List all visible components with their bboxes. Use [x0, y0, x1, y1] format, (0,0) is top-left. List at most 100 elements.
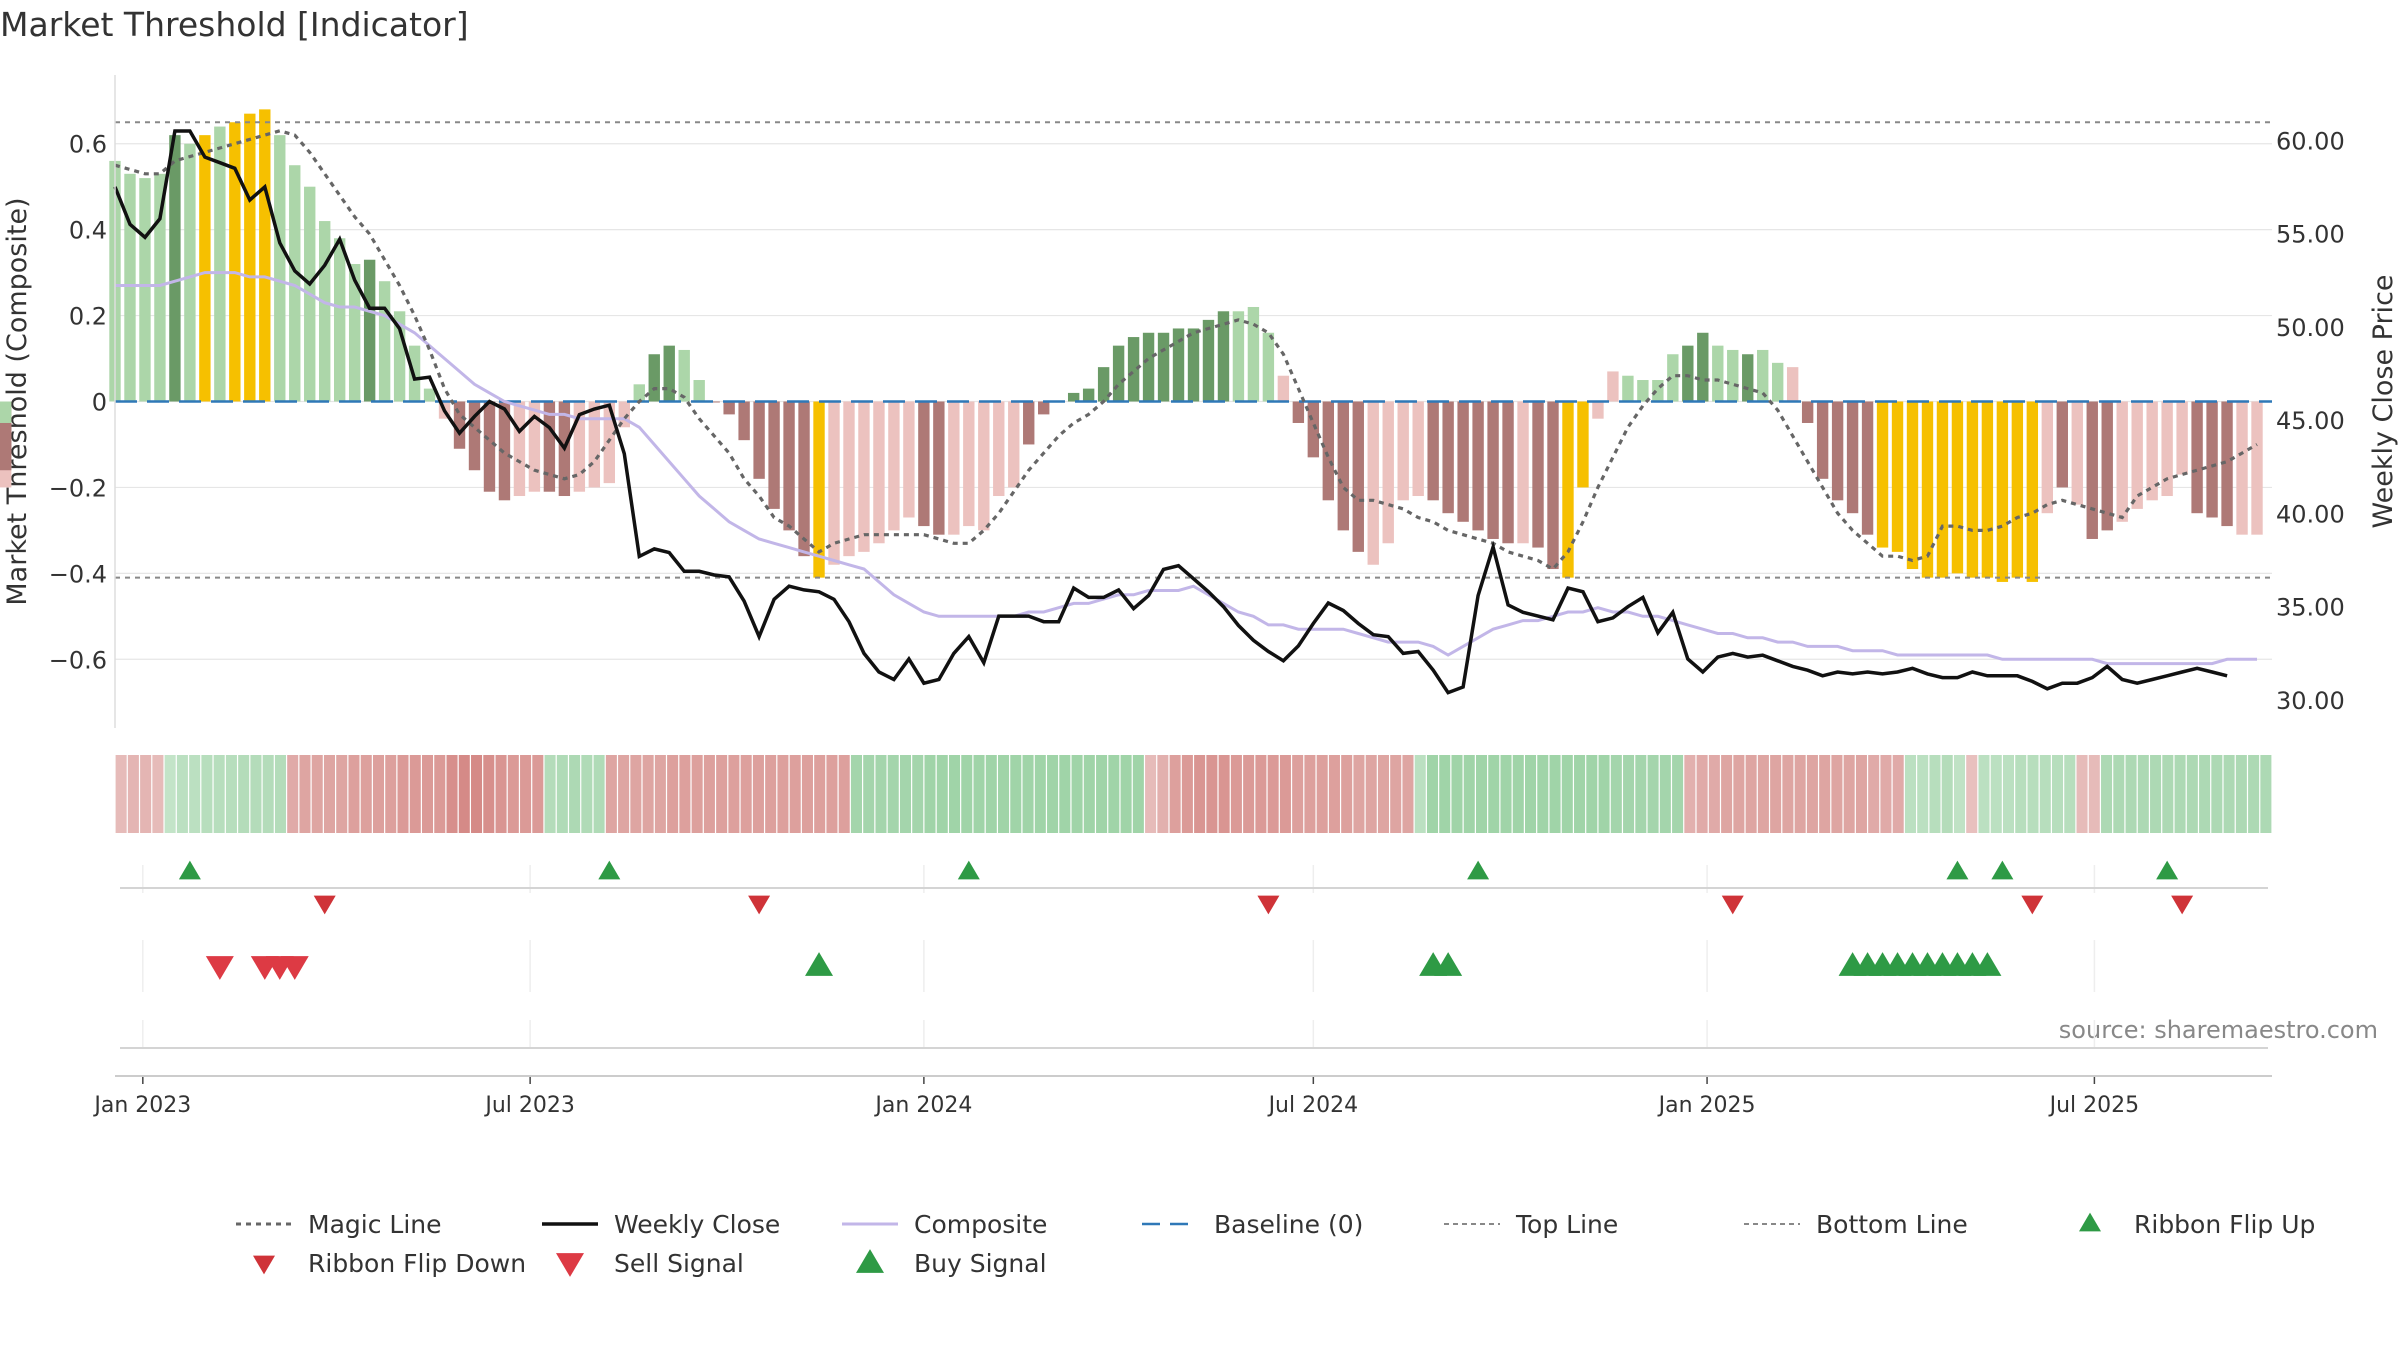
- ribbon-cell: [1537, 755, 1549, 833]
- x-tick-label: Jan 2024: [873, 1093, 972, 1118]
- ribbon-cell: [899, 755, 912, 833]
- composite-bar: [1592, 401, 1604, 419]
- composite-bar: [618, 401, 630, 428]
- ribbon-cell: [1672, 755, 1684, 833]
- ribbon-cell: [458, 755, 470, 833]
- legend-item-sell: Sell Signal: [556, 1249, 744, 1278]
- y-axis-label-right: Weekly Close Price: [2368, 274, 2399, 528]
- ribbon-cell: [1684, 755, 1696, 833]
- ribbon-cell: [2248, 755, 2260, 833]
- composite-bar: [993, 401, 1005, 497]
- ribbon-cell: [1806, 755, 1818, 833]
- ribbon-cell: [2137, 755, 2149, 833]
- ribbon-cell: [1365, 755, 1377, 833]
- y-tick-label-left: 0.2: [69, 303, 107, 331]
- weekly-close-line: [113, 129, 2228, 695]
- legend: Magic Line Weekly Close Composite Baseline …: [236, 1210, 2315, 1278]
- composite-bar: [2221, 401, 2233, 527]
- ribbon-cell: [336, 755, 348, 833]
- composite-bar: [1801, 401, 1814, 423]
- legend-item-buy: Buy Signal: [856, 1249, 1047, 1278]
- composite-bar: [888, 401, 900, 531]
- x-tick-label: Jan 2023: [92, 1093, 191, 1118]
- ribbon-flip-up-marker: [1467, 860, 1490, 880]
- ribbon-cell: [1096, 755, 1108, 833]
- ribbon-cell: [1059, 755, 1071, 833]
- composite-bar: [1232, 311, 1245, 402]
- ribbon-cell: [740, 755, 752, 833]
- composite-bar: [1038, 401, 1050, 415]
- ribbon-cell: [2223, 755, 2235, 833]
- legend-label: Top Line: [1515, 1210, 1618, 1239]
- ribbon-cell: [152, 755, 164, 833]
- composite-bar: [858, 401, 870, 552]
- y-tick-label-right: 55.00: [2276, 221, 2345, 249]
- composite-bar: [918, 401, 930, 527]
- composite-bar: [1142, 332, 1155, 402]
- legend-item-flip_down: Ribbon Flip Down: [253, 1249, 526, 1278]
- composite-bar: [453, 401, 466, 449]
- ribbon-cell: [789, 755, 801, 833]
- composite-bar: [798, 401, 810, 557]
- ribbon-cell: [838, 755, 850, 833]
- ribbon-cell: [2174, 755, 2186, 833]
- composite-bar: [708, 401, 720, 403]
- composite-bar: [873, 401, 885, 544]
- composite-bar: [1262, 332, 1275, 402]
- composite-bar: [483, 401, 496, 492]
- composite-bar: [1187, 328, 1200, 402]
- composite-bar: [468, 401, 481, 471]
- ribbon-cell: [948, 755, 961, 833]
- composite-bar: [978, 401, 990, 531]
- legend-label: Weekly Close: [614, 1210, 780, 1239]
- ribbon-cell: [2002, 755, 2015, 833]
- composite-bar: [1322, 401, 1335, 501]
- ribbon-cell: [1831, 755, 1843, 833]
- legend-label: Composite: [914, 1210, 1047, 1239]
- ribbon-cell: [1549, 755, 1561, 833]
- composite-bar: [1831, 401, 1844, 501]
- ribbon-flip-up-marker: [178, 860, 201, 880]
- ribbon-cell: [1488, 755, 1500, 833]
- signal-markers: [178, 860, 2194, 980]
- ribbon-cell: [2064, 755, 2076, 833]
- composite-bar: [0, 401, 12, 423]
- ribbon-cell: [618, 755, 630, 833]
- series-lines: [113, 121, 2272, 695]
- ribbon-cell: [372, 755, 385, 833]
- composite-bar: [648, 354, 660, 402]
- x-tick-label: Jul 2024: [1267, 1093, 1359, 1118]
- y-tick-label-right: 45.00: [2276, 407, 2345, 435]
- composite-bar: [843, 401, 855, 557]
- composite-bar: [1382, 401, 1394, 544]
- ribbon-cell: [1230, 755, 1242, 833]
- ribbon-cell: [2125, 755, 2137, 833]
- ribbon-cell: [1819, 755, 1831, 833]
- chart-title: Market Threshold [Indicator]: [0, 5, 469, 44]
- ribbon-cell: [2051, 755, 2064, 833]
- composite-bar: [738, 401, 750, 441]
- x-tick-label: Jan 2025: [1657, 1093, 1756, 1118]
- composite-bar: [1277, 375, 1290, 402]
- composite-bar: [1936, 401, 1949, 578]
- ribbon-strip: [115, 755, 2272, 833]
- composite-bar: [1637, 380, 1649, 402]
- ribbon-cell: [1022, 755, 1034, 833]
- composite-bar: [1816, 401, 1829, 479]
- ribbon-cell: [1145, 755, 1157, 833]
- composite-bar: [933, 401, 945, 535]
- composite-bar: [1457, 401, 1469, 522]
- composite-bar: [214, 126, 226, 402]
- composite-bar: [1921, 401, 1934, 578]
- composite-bar: [2146, 401, 2158, 501]
- ribbon-cell: [446, 755, 458, 833]
- y-tick-label-left: −0.6: [49, 646, 107, 674]
- ribbon-cell: [1034, 755, 1046, 833]
- ribbon-cell: [115, 755, 127, 833]
- ribbon-cell: [728, 755, 740, 833]
- ribbon-cell: [1757, 755, 1769, 833]
- ribbon-flip-down-marker: [1721, 895, 1744, 915]
- composite-bar: [1472, 401, 1484, 531]
